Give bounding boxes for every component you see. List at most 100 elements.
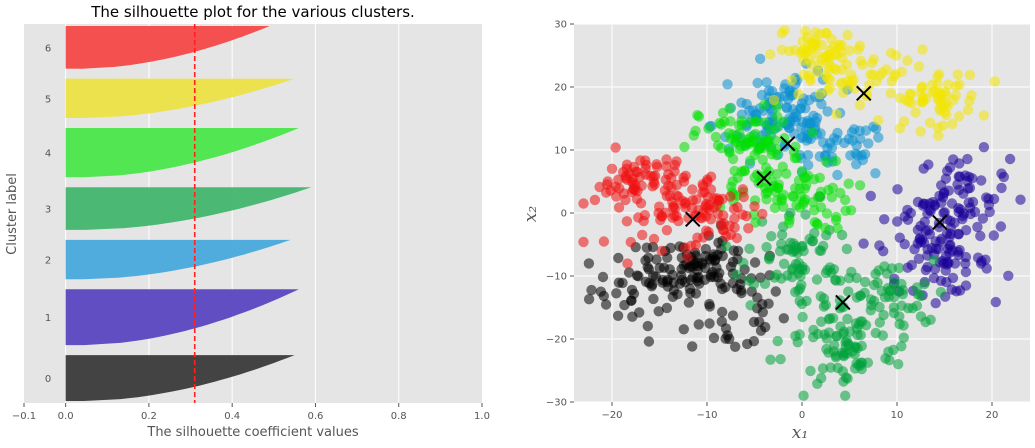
scatter-point-cluster-2 (832, 169, 843, 181)
scatter-point-cluster-3 (870, 268, 881, 280)
centroid-stroke (756, 170, 772, 187)
scatter-point-cluster-6 (705, 171, 717, 182)
scatter-point-cluster-5 (830, 48, 841, 60)
scatter-point-cluster-1 (936, 180, 947, 191)
scatter-point-cluster-3 (761, 241, 772, 253)
silhouette-band-1 (65, 289, 299, 346)
scatter-point-cluster-5 (816, 54, 828, 65)
scatter-point-cluster-2 (795, 103, 806, 114)
scatter-point-cluster-2 (863, 138, 874, 149)
scatter-point-cluster-5 (854, 99, 866, 111)
scatter-point-cluster-3 (759, 278, 771, 289)
scatter-point-cluster-4 (845, 205, 857, 216)
scatter-point-cluster-6 (578, 236, 589, 248)
scatter-point-cluster-6 (651, 161, 663, 172)
scatter-point-cluster-3 (869, 279, 880, 291)
silhouette-x-ticks: −0.1 0.0 0.2 0.4 0.6 0.8 1.0 (12, 403, 490, 422)
scatter-point-cluster-1 (946, 198, 958, 209)
scatter-point-cluster-0 (683, 297, 695, 308)
scatter-point-cluster-4 (843, 178, 854, 189)
scatter-point-cluster-1 (965, 208, 976, 220)
scatter-point-cluster-4 (800, 172, 811, 183)
scatter-point-cluster-0 (730, 341, 741, 352)
scatter-point-cluster-3 (743, 275, 755, 286)
scatter-point-cluster-1 (924, 198, 935, 209)
silhouette-band-0 (65, 355, 295, 401)
scatter-point-cluster-1 (945, 228, 956, 240)
scatter-point-cluster-1 (962, 183, 974, 194)
scatter-point-cluster-5 (932, 71, 943, 82)
scatter-y-tick-label: −10 (546, 272, 567, 283)
silhouette-tick-label: 0.8 (391, 411, 407, 422)
scatter-point-cluster-5 (885, 88, 896, 99)
scatter-point-cluster-3 (840, 341, 851, 352)
scatter-point-cluster-4 (762, 135, 773, 146)
scatter-point-cluster-4 (750, 116, 762, 127)
scatter-point-cluster-5 (952, 69, 963, 80)
scatter-point-cluster-0 (650, 271, 661, 282)
cluster-label-6: 6 (45, 43, 51, 54)
centroid-marker (932, 214, 948, 231)
cluster-label-0: 0 (45, 374, 51, 385)
scatter-point-cluster-6 (656, 245, 667, 257)
scatter-point-cluster-6 (668, 200, 680, 212)
scatter-point-cluster-2 (804, 94, 815, 106)
scatter-point-cluster-1 (962, 153, 973, 165)
scatter-x-tick-label: −10 (696, 410, 717, 421)
scatter-point-cluster-6 (663, 180, 674, 192)
scatter-point-cluster-6 (701, 225, 712, 236)
silhouette-band-3 (65, 187, 312, 230)
silhouette-band-4 (65, 128, 299, 178)
scatter-point-cluster-1 (951, 286, 962, 297)
scatter-point-cluster-5 (805, 37, 817, 49)
scatter-point-cluster-3 (776, 229, 788, 240)
cluster-label-4: 4 (45, 149, 51, 160)
scatter-point-cluster-3 (893, 262, 905, 274)
scatter-point-cluster-6 (713, 195, 724, 206)
scatter-point-cluster-6 (621, 216, 633, 227)
scatter-point-cluster-2 (848, 124, 860, 135)
scatter-point-cluster-6 (601, 179, 613, 190)
silhouette-title: The silhouette plot for the various clus… (90, 3, 415, 21)
scatter-point-cluster-0 (679, 277, 691, 288)
cluster-label-5: 5 (45, 94, 51, 105)
scatter-point-cluster-0 (613, 277, 625, 288)
scatter-point-cluster-1 (954, 244, 965, 256)
scatter-point-cluster-0 (665, 242, 676, 254)
scatter-point-cluster-2 (761, 77, 772, 88)
scatter-point-cluster-1 (988, 230, 999, 241)
scatter-point-cluster-0 (657, 277, 668, 288)
scatter-point-cluster-3 (856, 340, 867, 352)
scatter-point-cluster-0 (749, 257, 761, 268)
scatter-point-cluster-3 (838, 351, 849, 362)
scatter-point-cluster-0 (694, 278, 705, 289)
scatter-point-cluster-1 (944, 247, 955, 259)
scatter-point-cluster-0 (611, 288, 622, 299)
scatter-point-cluster-3 (851, 272, 862, 284)
scatter-point-cluster-3 (787, 246, 798, 257)
scatter-point-cluster-5 (765, 49, 776, 60)
scatter-point-cluster-4 (827, 182, 838, 193)
silhouette-chart: −0.1 0.0 0.2 0.4 0.6 0.8 1.0 0 1 2 3 4 5 6 The silho… (5, 3, 490, 440)
scatter-point-cluster-5 (932, 122, 944, 133)
scatter-point-cluster-0 (727, 310, 739, 321)
scatter-point-cluster-2 (851, 159, 862, 170)
scatter-point-cluster-3 (778, 258, 790, 269)
scatter-point-cluster-3 (851, 292, 863, 303)
scatter-point-cluster-4 (832, 223, 843, 234)
scatter-point-cluster-6 (705, 214, 717, 225)
scatter-point-cluster-4 (732, 133, 743, 144)
scatter-point-cluster-6 (598, 236, 610, 247)
scatter-point-cluster-0 (692, 257, 704, 268)
scatter-point-cluster-5 (853, 44, 864, 55)
scatter-point-cluster-2 (722, 79, 733, 90)
scatter-point-cluster-3 (720, 240, 732, 252)
scatter-point-cluster-6 (680, 197, 692, 208)
scatter-point-cluster-5 (816, 39, 827, 51)
scatter-point-cluster-3 (774, 246, 786, 257)
scatter-point-cluster-1 (865, 190, 876, 202)
scatter-point-cluster-3 (843, 286, 854, 297)
scatter-point-cluster-5 (953, 111, 965, 122)
scatter-point-cluster-1 (998, 171, 1009, 183)
